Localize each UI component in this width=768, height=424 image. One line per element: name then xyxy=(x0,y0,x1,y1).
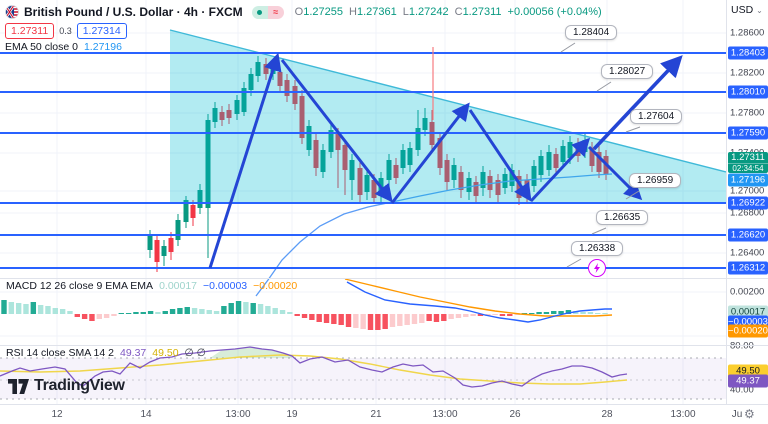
change-readout: +0.00056 (+0.04%) xyxy=(507,6,602,18)
gbpusd-flag-icon xyxy=(5,5,19,19)
tradingview-logo-icon xyxy=(8,378,29,394)
gear-icon[interactable]: ⚙ xyxy=(744,407,755,421)
price-scale-label: 1.26800 xyxy=(730,207,765,219)
time-axis-label: 19 xyxy=(286,409,298,420)
macd-legend[interactable]: MACD 12 26 close 9 EMA EMA 0.00017 −0.00… xyxy=(6,280,297,292)
chevron-down-icon: ⌄ xyxy=(756,6,763,15)
time-axis-label: 21 xyxy=(370,409,382,420)
time-axis[interactable]: ⚙ 12 14 13:00 19 21 13:00 26 28 13:00 Ju xyxy=(0,404,768,424)
price-target-callout[interactable]: 1.26338 xyxy=(571,241,624,256)
ema-legend[interactable]: EMA 50 close 0 1.27196 xyxy=(5,41,122,53)
symbol-title[interactable]: British Pound / U.S. Dollar · 4h · FXCM xyxy=(24,5,243,19)
ema-legend-value: 1.27196 xyxy=(83,41,122,53)
price-level-badge: 1.26620 xyxy=(728,228,768,242)
bid-price[interactable]: 1.27311 xyxy=(5,23,55,39)
price-chart-canvas[interactable] xyxy=(0,0,726,404)
price-level-badge: 1.28403 xyxy=(728,46,768,60)
price-target-callout[interactable]: 1.28404 xyxy=(565,25,618,40)
price-scale-label: 40.00 xyxy=(730,384,754,396)
price-level-badge: −0.00020 xyxy=(728,324,768,338)
time-axis-label: Ju xyxy=(731,409,743,420)
price-target-callout[interactable]: 1.27604 xyxy=(630,109,683,124)
price-scale-label: 1.26400 xyxy=(730,247,765,259)
price-scale-label: 1.28200 xyxy=(730,67,765,79)
macd-legend-title: MACD 12 26 close 9 EMA EMA xyxy=(6,280,154,292)
macd-value-line: −0.00003 xyxy=(203,280,248,292)
price-scale-label: 0.00200 xyxy=(730,286,765,298)
price-scale-label: 1.27000 xyxy=(730,185,765,197)
price-level-badge: 1.28010 xyxy=(728,85,768,99)
price-scale[interactable]: 1.286001.282001.278001.274001.270001.268… xyxy=(726,0,768,404)
current-price-badge: 1.27311 02:34:54 xyxy=(728,152,768,173)
tradingview-logo-text: TradingView xyxy=(34,377,125,394)
price-scale-label: 1.28600 xyxy=(730,27,765,39)
time-axis-label: 13:00 xyxy=(670,409,696,420)
time-axis-label: 12 xyxy=(51,409,63,420)
market-open-dot-icon xyxy=(251,5,268,19)
time-axis-label: 28 xyxy=(601,409,613,420)
rsi-legend[interactable]: RSI 14 close SMA 14 2 49.37 49.50 ∅ ∅ xyxy=(6,347,206,359)
tradingview-logo[interactable]: TradingView xyxy=(8,377,125,395)
price-target-callout[interactable]: 1.28027 xyxy=(601,64,654,79)
rsi-sma-value: 49.50 xyxy=(152,347,179,359)
macd-value-hist: 0.00017 xyxy=(159,280,198,292)
symbol-legend[interactable]: British Pound / U.S. Dollar · 4h · FXCM … xyxy=(5,4,602,20)
rsi-value: 49.37 xyxy=(119,347,147,359)
price-level-badge: 1.27196 xyxy=(728,173,768,187)
spread-value: 0.3 xyxy=(59,26,72,36)
approx-data-icon: ≈ xyxy=(267,5,284,19)
price-level-badge: 0.00017 xyxy=(728,305,768,319)
ask-price[interactable]: 1.27314 xyxy=(76,23,127,39)
pane-separator[interactable] xyxy=(0,345,768,346)
price-target-callout[interactable]: 1.26635 xyxy=(596,210,649,225)
pane-separator[interactable] xyxy=(0,278,768,279)
market-status-toggle[interactable]: ≈ xyxy=(251,5,284,19)
time-axis-label: 26 xyxy=(509,409,521,420)
rsi-legend-title: RSI 14 close SMA 14 2 xyxy=(6,347,114,359)
currency-switcher[interactable]: USD ⌄ xyxy=(731,4,763,16)
price-scale-label: 1.27800 xyxy=(730,107,765,119)
time-axis-label: 13:00 xyxy=(432,409,458,420)
price-level-badge: 1.27590 xyxy=(728,126,768,140)
bid-ask-row: 1.27311 0.3 1.27314 xyxy=(5,23,127,39)
price-level-badge: 1.26922 xyxy=(728,196,768,210)
ohlc-readout: O1.27255 H1.27361 L1.27242 C1.27311 +0.0… xyxy=(294,6,602,18)
time-axis-label: 14 xyxy=(140,409,152,420)
price-level-badge: 1.26312 xyxy=(728,261,768,275)
time-axis-label: 13:00 xyxy=(225,409,251,420)
bar-countdown: 02:34:54 xyxy=(728,163,768,173)
price-target-callout[interactable]: 1.26959 xyxy=(629,173,682,188)
rsi-band-flags: ∅ ∅ xyxy=(184,347,206,359)
ema-legend-title: EMA 50 close 0 xyxy=(5,41,78,53)
price-level-badge: 49.37 xyxy=(728,374,768,388)
lightning-icon[interactable] xyxy=(588,259,606,277)
price-level-badge: 49.50 xyxy=(728,364,768,378)
macd-value-signal: −0.00020 xyxy=(253,280,298,292)
price-scale-label: 80.00 xyxy=(730,340,754,352)
current-price: 1.27311 xyxy=(731,152,765,163)
